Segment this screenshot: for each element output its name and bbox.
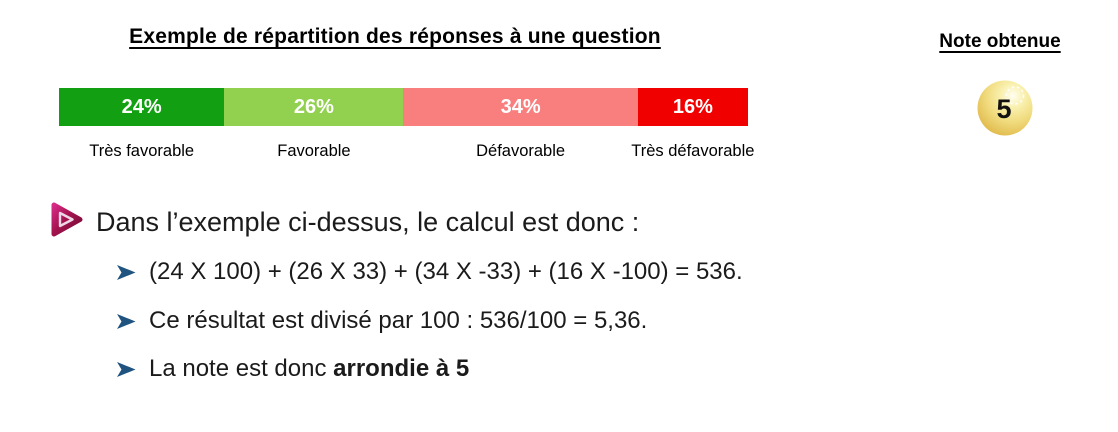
step-text: Ce résultat est divisé par 100 : 536/100… (149, 307, 648, 334)
stacked-bar-chart: 24% 26% 34% 16% (59, 88, 748, 126)
category-label-tres-defavorable: Très défavorable (631, 142, 754, 161)
category-label-favorable: Favorable (224, 142, 403, 161)
category-label-text: Favorable (277, 142, 351, 160)
intro-text: Dans l’exemple ci-dessus, le calcul est … (96, 206, 640, 237)
gold-sphere-icon: 5 (976, 79, 1034, 137)
bar-segment-favorable: 26% (224, 88, 404, 126)
magenta-play-arrow-icon (47, 201, 86, 243)
segment-value-label: 26% (293, 95, 334, 118)
category-label-text: Très favorable (89, 142, 195, 160)
segment-value-label: 34% (500, 95, 541, 118)
bar-segment-tres-defavorable: 16% (637, 88, 748, 126)
blue-arrowhead-icon (117, 314, 136, 329)
step-text: La note est donc (149, 355, 334, 382)
category-label-defavorable: Défavorable (403, 142, 637, 161)
category-label-row: Très favorable Favorable Défavorable Trè… (59, 142, 754, 161)
calc-step-3: La note est donc arrondie à 5 (116, 353, 469, 385)
step-text-bold: arrondie à 5 (333, 355, 470, 382)
blue-arrowhead-icon (117, 362, 136, 377)
step-text: (24 X 100) + (26 X 33) + (34 X -33) + (1… (149, 258, 743, 285)
segment-value-label: 24% (121, 95, 162, 118)
score-value: 5 (996, 94, 1012, 124)
bar-segment-tres-favorable: 24% (59, 88, 225, 126)
note-obtenue-heading: Note obtenue (939, 31, 1061, 52)
intro-bullet-row: Dans l’exemple ci-dessus, le calcul est … (47, 201, 639, 243)
calc-step-1: (24 X 100) + (26 X 33) + (34 X -33) + (1… (116, 256, 743, 288)
segment-value-label: 16% (672, 95, 713, 118)
category-label-tres-favorable: Très favorable (59, 142, 224, 161)
bar-segment-defavorable: 34% (403, 88, 638, 126)
category-label-text: Très défavorable (631, 142, 755, 160)
category-label-text: Défavorable (476, 142, 566, 160)
blue-arrowhead-icon (117, 265, 136, 280)
calc-step-2: Ce résultat est divisé par 100 : 536/100… (116, 305, 647, 337)
page-title: Exemple de répartition des réponses à un… (129, 25, 661, 48)
